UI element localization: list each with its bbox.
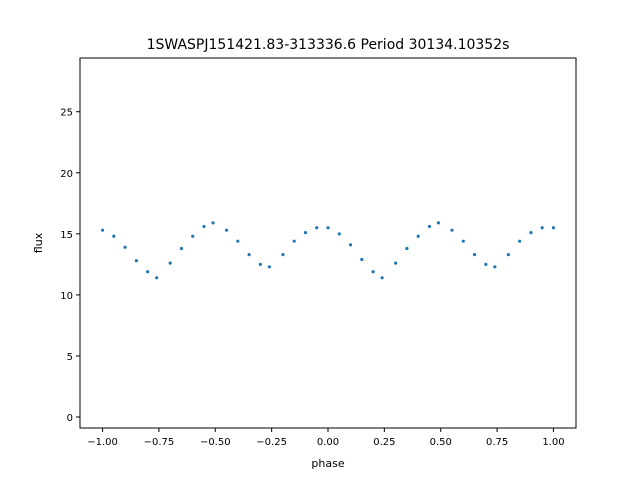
data-point [529, 231, 533, 235]
data-point [436, 221, 441, 225]
data-point [551, 226, 556, 230]
y-tick-label: 5 [67, 352, 73, 363]
data-point [202, 224, 206, 229]
x-tick-label: 0.75 [486, 437, 508, 448]
x-tick-label: −0.75 [144, 437, 175, 448]
x-tick-label: 0.50 [430, 437, 452, 448]
data-point [405, 246, 409, 251]
data-point [360, 257, 364, 262]
data-point [267, 265, 271, 269]
data-point [416, 234, 420, 238]
data-point [134, 259, 138, 263]
data-point [427, 224, 432, 229]
y-tick-label: 10 [60, 291, 73, 302]
x-tick-label: 0.00 [317, 437, 339, 448]
x-axis-label: phase [311, 457, 344, 470]
data-point [236, 239, 240, 243]
data-point [540, 226, 544, 230]
data-point [146, 270, 150, 274]
x-tick-label: −0.50 [200, 437, 231, 448]
data-point [394, 261, 398, 265]
y-tick-label: 0 [67, 413, 73, 424]
data-point [493, 265, 497, 269]
data-point [168, 261, 172, 265]
data-point [100, 228, 105, 232]
data-point [326, 226, 330, 230]
data-point [450, 228, 454, 232]
data-point [518, 239, 522, 243]
data-point [371, 270, 375, 274]
data-point [337, 232, 341, 236]
data-point [179, 246, 184, 251]
data-point [112, 234, 116, 238]
data-point [461, 239, 465, 243]
data-point [380, 276, 384, 280]
data-point [191, 234, 195, 238]
plot-area [100, 221, 556, 280]
data-point [258, 262, 262, 266]
x-tick-label: −1.00 [87, 437, 118, 448]
data-point [472, 253, 477, 257]
chart-title: 1SWASPJ151421.83-313336.6 Period 30134.1… [147, 37, 510, 53]
y-axis: 0 5 10 15 20 25 [60, 108, 80, 424]
data-point [123, 245, 127, 249]
data-point [211, 221, 215, 225]
data-point [247, 253, 251, 257]
y-tick-label: 25 [60, 108, 73, 119]
data-point [506, 253, 510, 257]
y-tick-label: 15 [60, 230, 73, 241]
y-axis-label: flux [32, 232, 45, 253]
data-point [303, 231, 308, 235]
data-point [292, 239, 296, 243]
data-point [155, 276, 159, 280]
x-tick-label: −0.25 [256, 437, 287, 448]
data-point [281, 253, 285, 257]
x-axis: −1.00 −0.75 −0.50 −0.25 0.00 0.25 0.50 0.75 1.00 [87, 428, 565, 448]
y-tick-label: 20 [60, 169, 73, 180]
data-point [315, 226, 319, 230]
data-point [224, 228, 229, 232]
data-point [484, 262, 488, 266]
x-tick-label: 0.25 [373, 437, 395, 448]
data-point [348, 243, 353, 247]
x-tick-label: 1.00 [542, 437, 564, 448]
